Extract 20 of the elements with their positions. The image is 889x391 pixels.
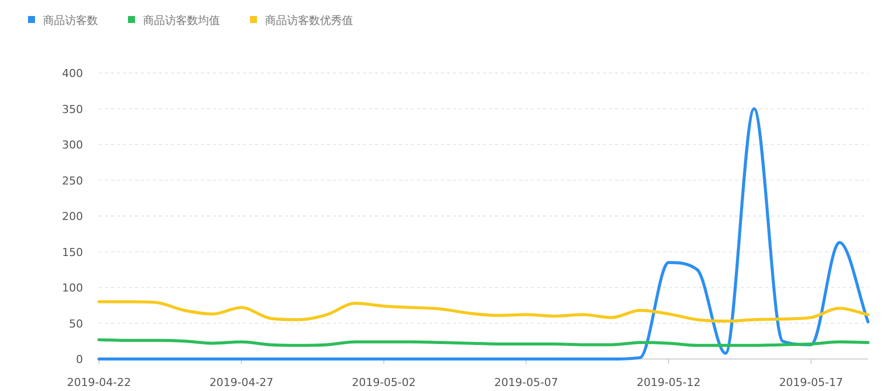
y-tick-label: 300 <box>62 138 83 152</box>
y-tick-label: 250 <box>62 174 83 188</box>
line-series <box>98 300 870 323</box>
y-tick-label: 200 <box>62 210 83 223</box>
y-tick-label: 0 <box>76 353 83 366</box>
x-tick-label: 2019-05-02 <box>352 376 416 389</box>
y-tick-label: 100 <box>62 282 83 294</box>
legend-label: 商品访客数优秀值 <box>265 14 353 27</box>
x-tick-label: 2019-05-17 <box>779 376 844 389</box>
y-tick-label: 150 <box>62 246 83 259</box>
x-tick-label: 2019-05-07 <box>494 376 558 389</box>
x-tick-label: 2019-05-12 <box>636 376 701 389</box>
x-tick-label: 2019-04-27 <box>209 376 274 389</box>
legend-label: 商品访客数均值 <box>143 14 220 27</box>
x-tick-label: 2019-04-22 <box>67 376 131 389</box>
line-series <box>98 107 870 360</box>
y-tick-label: 50 <box>69 317 83 330</box>
y-tick-label: 400 <box>62 67 83 80</box>
y-tick-label: 350 <box>62 102 83 116</box>
legend-label: 商品访客数 <box>43 14 98 27</box>
